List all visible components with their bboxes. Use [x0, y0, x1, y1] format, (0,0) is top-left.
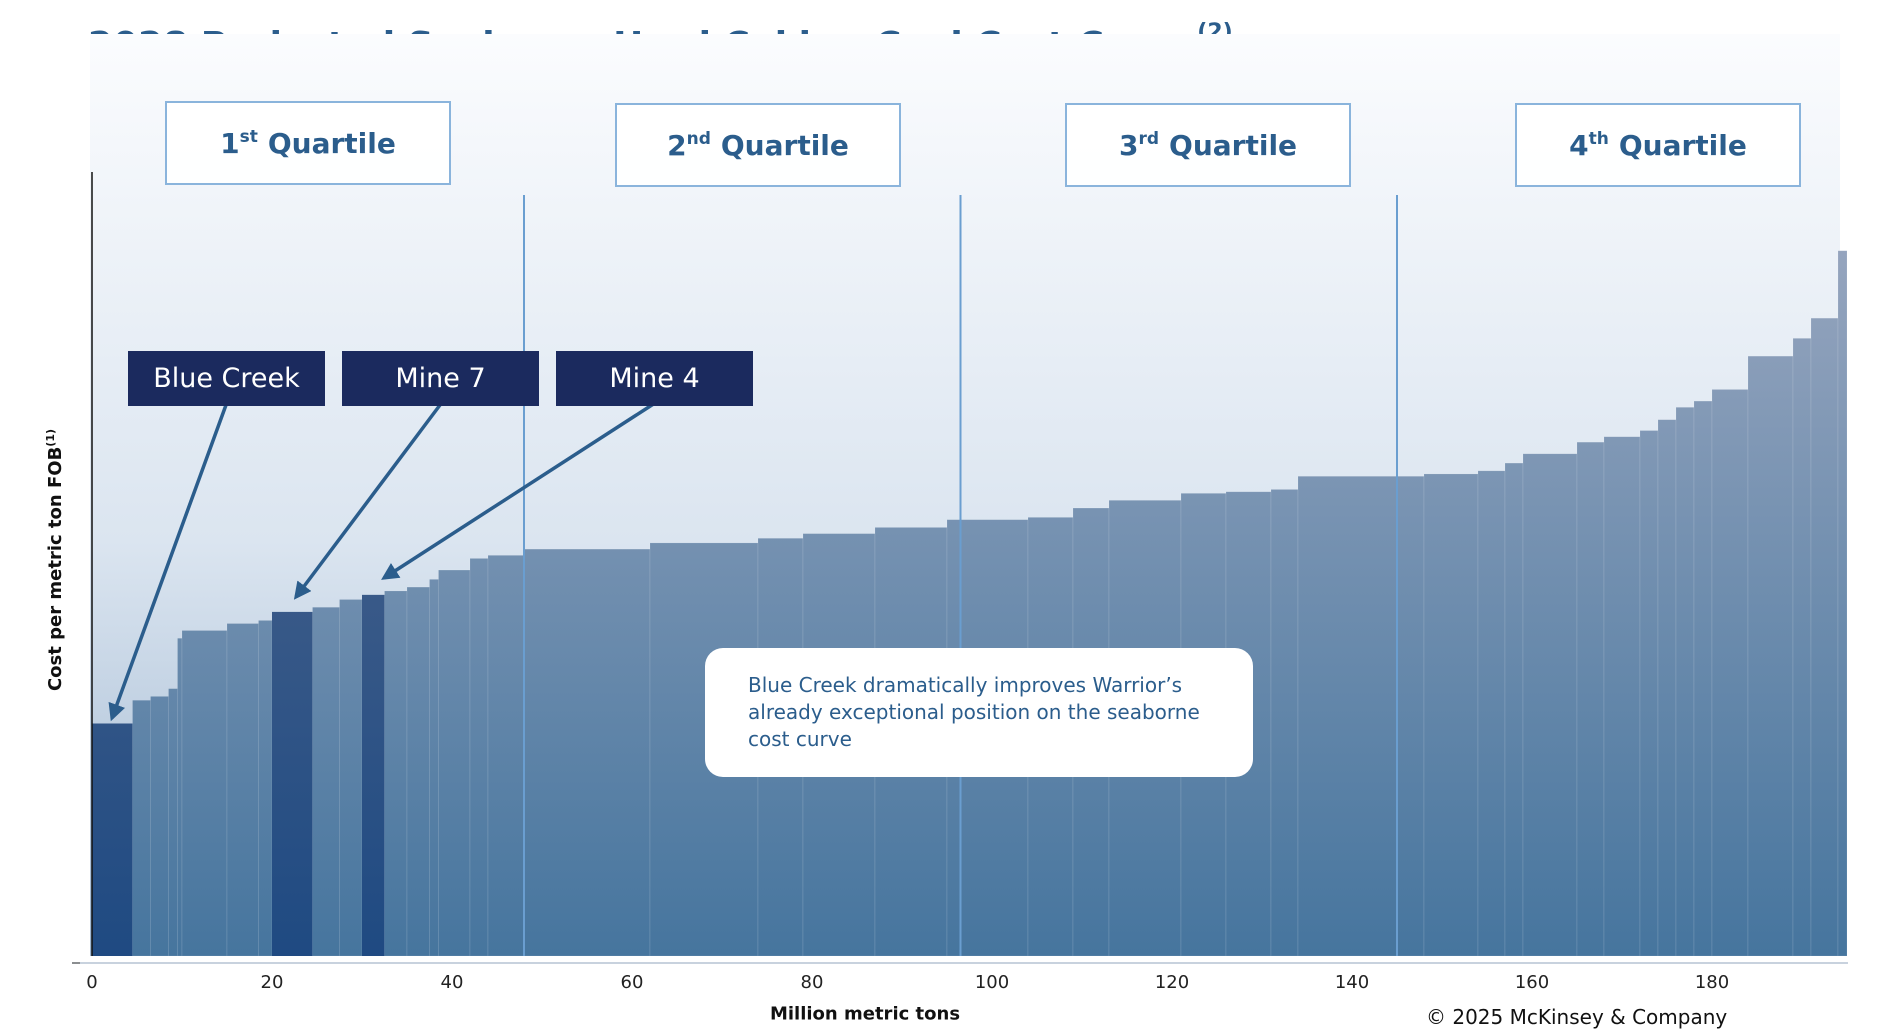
x-tick-label-20: 20	[261, 972, 284, 993]
arrow-blue-creek	[108, 404, 228, 722]
arrow-mine-7	[293, 403, 442, 600]
cost-bar-2	[150, 696, 169, 957]
cost-bar-32	[1477, 470, 1506, 957]
cost-bar-41	[1711, 389, 1749, 957]
bar-mine-7	[272, 611, 313, 956]
x-tick-label-40: 40	[441, 972, 464, 993]
x-tick-label-0: 0	[86, 972, 97, 993]
cost-bar-1	[132, 699, 151, 957]
cost-bar-35	[1576, 441, 1605, 957]
cost-bar-31	[1423, 473, 1479, 957]
cost-bar-13	[406, 586, 430, 957]
y-axis-label-superscript: (1)	[44, 428, 57, 447]
arrow-mine-4	[381, 401, 656, 580]
cost-bar-37	[1639, 430, 1659, 957]
cost-bar-34	[1522, 453, 1578, 957]
bar-blue-creek	[92, 723, 133, 956]
x-tick-label-60: 60	[621, 972, 644, 993]
copyright-notice: © 2025 McKinsey & Company	[1426, 1005, 1728, 1029]
x-tick-label-100: 100	[975, 972, 1009, 993]
cost-bar-36	[1603, 436, 1641, 957]
pointer-arrows	[108, 401, 656, 722]
cost-bar-42	[1747, 355, 1794, 957]
cost-bar-39	[1675, 406, 1695, 957]
bar-mine-4	[362, 594, 385, 956]
cost-bar-29	[1270, 489, 1299, 957]
cost-bar-4	[177, 637, 183, 957]
x-axis-label: Million metric tons	[769, 1003, 961, 1025]
cost-bar-18	[523, 548, 651, 957]
x-tick-label-180: 180	[1695, 972, 1729, 993]
callout-text: Blue Creek dramatically improves Warrior…	[748, 673, 1200, 751]
cost-bar-17	[487, 555, 525, 957]
cost-bar-9	[312, 606, 340, 957]
x-axis-ticks: 0 20 40 60 80 100 120 140 160 180	[86, 972, 1729, 993]
cost-bar-45	[1837, 250, 1848, 957]
cost-bar-38	[1657, 419, 1677, 957]
cost-bar-15	[438, 569, 471, 957]
x-tick-label-160: 160	[1515, 972, 1549, 993]
quartile-divider-lines	[523, 195, 1398, 956]
label-mine-7: Mine 7	[342, 351, 539, 406]
x-tick-label-120: 120	[1155, 972, 1189, 993]
cost-bar-40	[1693, 400, 1713, 957]
callout-box: Blue Creek dramatically improves Warrior…	[705, 648, 1253, 777]
cost-bar-30	[1297, 475, 1425, 957]
cost-bar-3	[168, 688, 178, 957]
cost-bar-16	[469, 558, 489, 957]
cost-bar-14	[429, 579, 439, 957]
x-tick-label-140: 140	[1335, 972, 1369, 993]
cost-bar-44	[1810, 317, 1839, 957]
x-tick-label-80: 80	[801, 972, 824, 993]
cost-bar-6	[226, 623, 259, 957]
cost-bar-12	[384, 590, 408, 957]
cost-bar-7	[258, 620, 273, 957]
label-mine-4: Mine 4	[556, 351, 753, 406]
y-axis-label: Cost per metric ton FOB(1)	[44, 428, 66, 692]
cost-bar-5	[181, 630, 228, 957]
cost-bar-43	[1792, 338, 1812, 957]
cost-bar-10	[339, 599, 363, 957]
cost-bar-33	[1504, 462, 1524, 957]
label-blue-creek: Blue Creek	[128, 351, 325, 406]
